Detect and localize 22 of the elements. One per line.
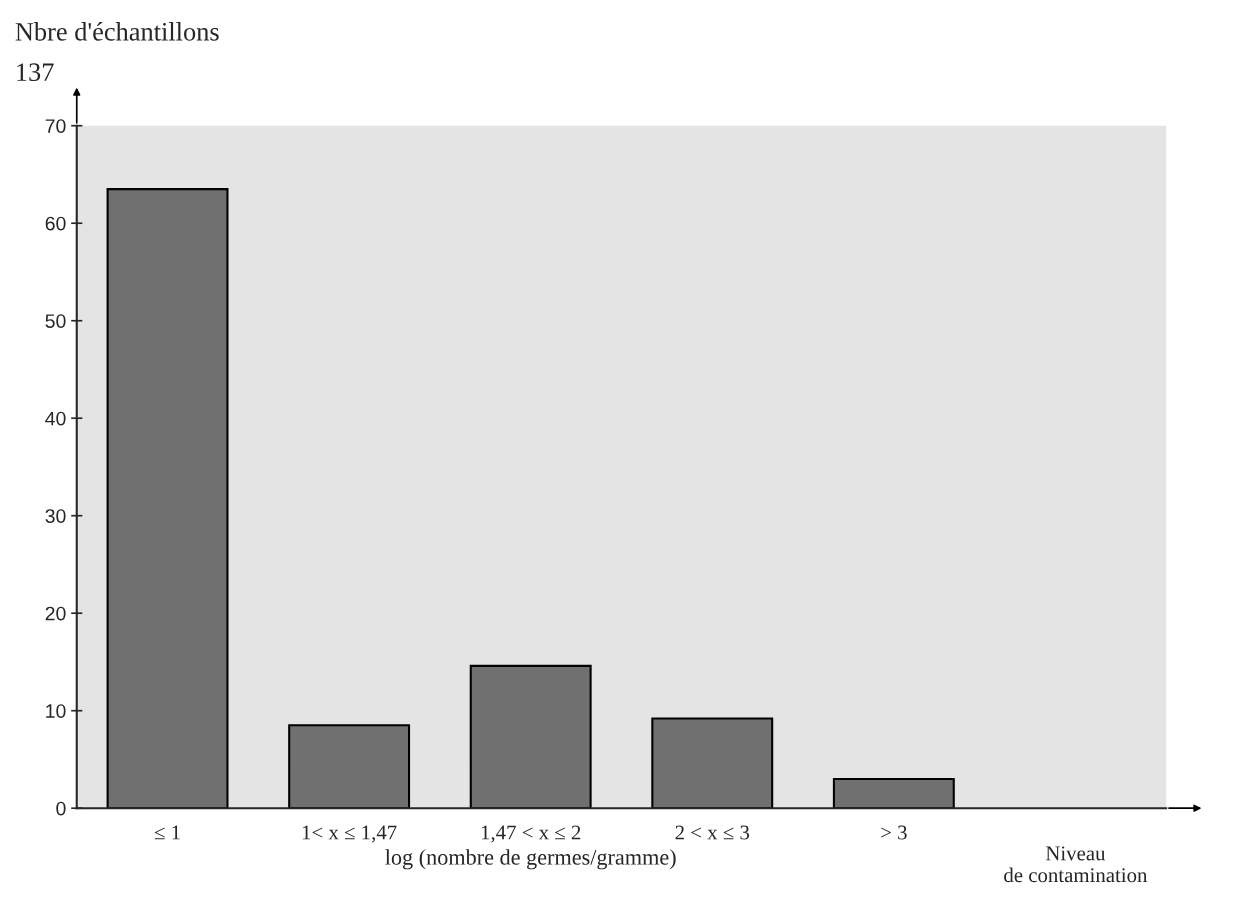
bar bbox=[288, 724, 411, 809]
x-tick-label: > 3 bbox=[881, 825, 907, 840]
text: Niveau de contamination bbox=[1004, 846, 1148, 883]
y-tick-label: 50 bbox=[45, 314, 66, 328]
bar bbox=[469, 664, 592, 809]
y-tick-label: 0 bbox=[56, 801, 66, 816]
x-tick-label: 1,47 < x ≤ 2 bbox=[481, 825, 581, 843]
text: 137 bbox=[17, 63, 54, 82]
y-tick-label: 10 bbox=[46, 704, 66, 718]
y-tick-label: 30 bbox=[45, 509, 66, 523]
x-tick-label: 2 < x ≤ 3 bbox=[675, 825, 750, 840]
y-tick-label: 60 bbox=[45, 216, 66, 231]
y-tick-label: 20 bbox=[45, 606, 66, 621]
y-tick-label: 70 bbox=[45, 119, 66, 133]
x-tick-label: 1< x ≤ 1,47 bbox=[302, 825, 397, 843]
x-axis-title: log (nombre de germes/gramme) bbox=[385, 849, 676, 870]
bar bbox=[651, 717, 774, 809]
x-tick-label: ≤ 1 bbox=[154, 825, 180, 840]
y-tick-label: 40 bbox=[45, 411, 66, 426]
bar bbox=[106, 188, 229, 809]
y-axis-title: Nbre d'échantillons bbox=[15, 22, 219, 41]
bar bbox=[832, 777, 955, 809]
